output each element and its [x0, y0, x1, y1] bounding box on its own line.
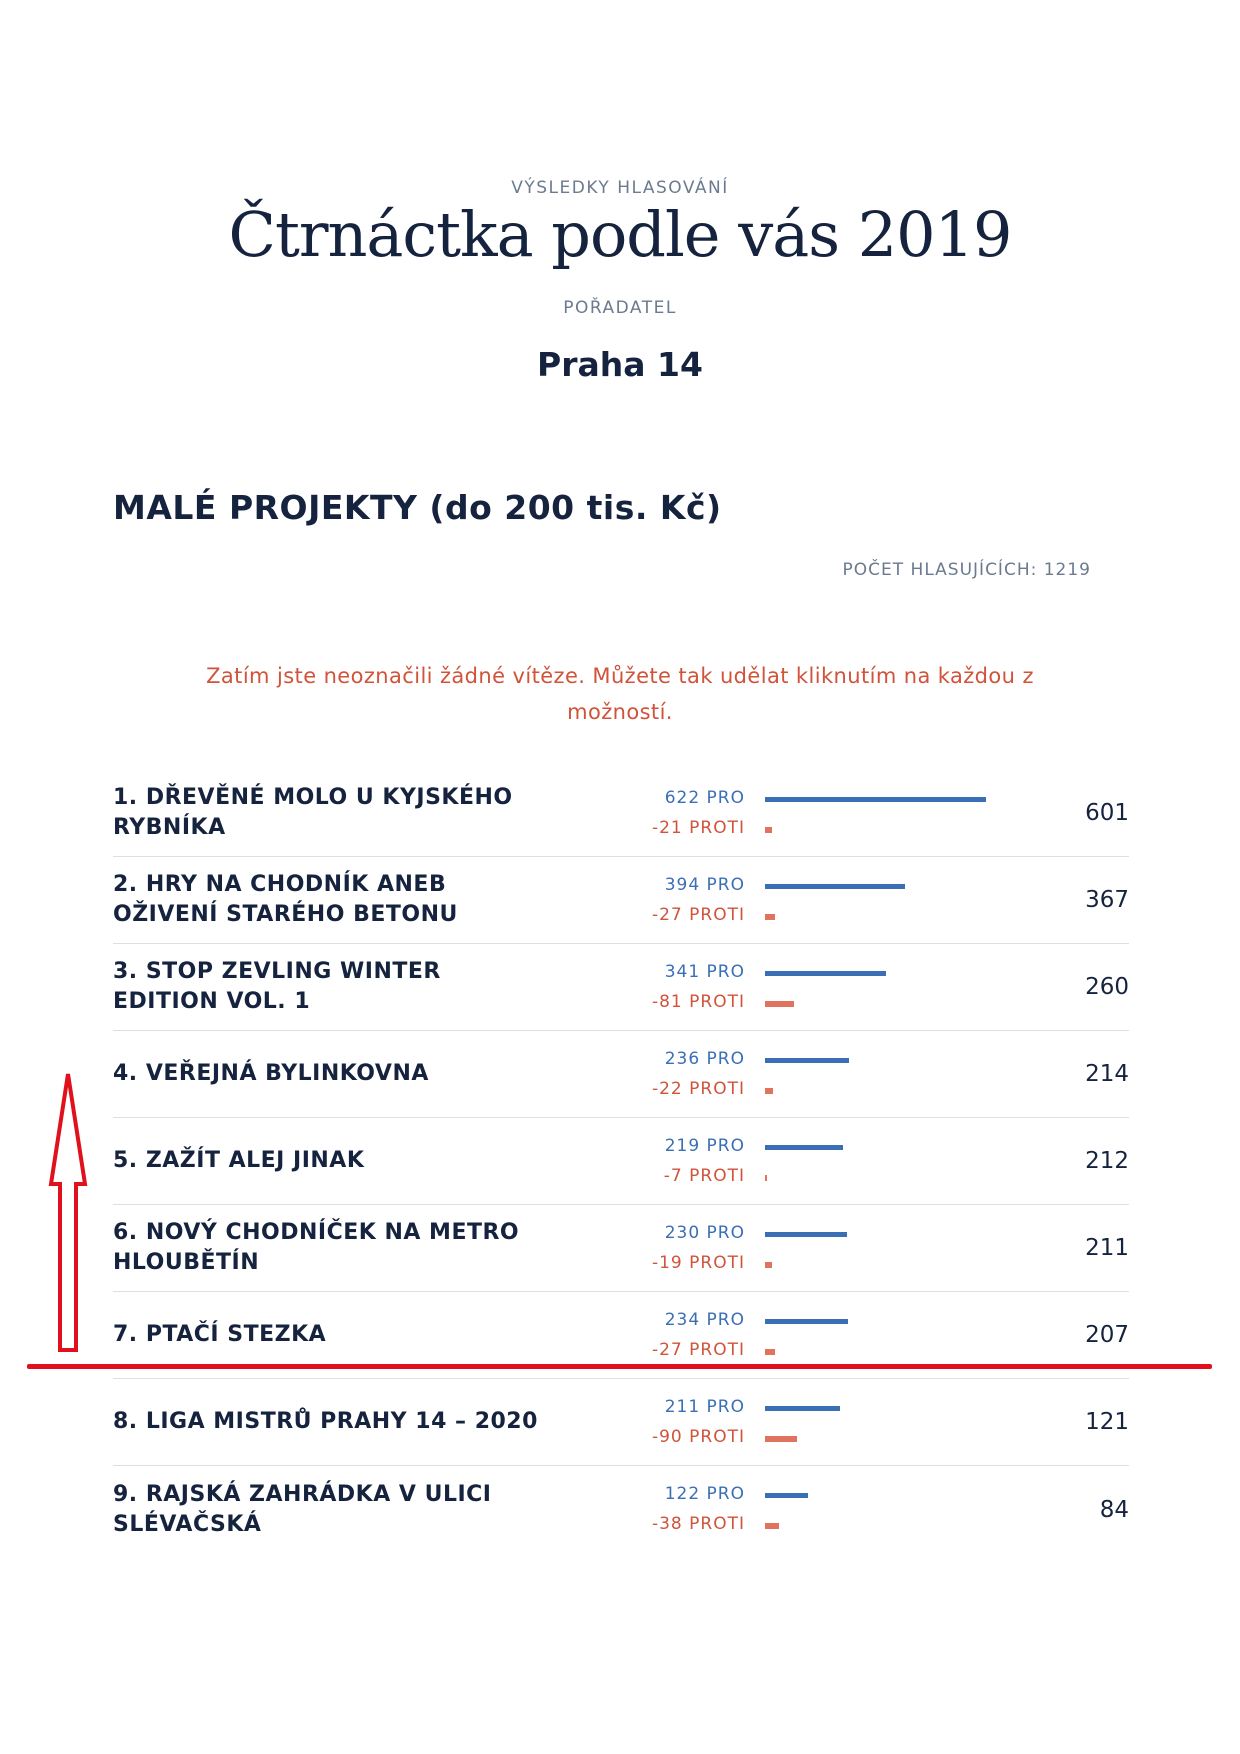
pro-votes-bar [765, 797, 986, 802]
voters-count: POČET HLASUJÍCÍCH: 1219 [842, 560, 1091, 580]
up-arrow-outline-icon [48, 1073, 88, 1352]
total-score: 260 [1085, 974, 1129, 1000]
contra-votes-bar [765, 1349, 775, 1355]
pro-votes-bar [765, 1406, 840, 1411]
project-name: 8. LIGA MISTRŮ PRAHY 14 – 2020 [113, 1409, 538, 1434]
total-score: 84 [1099, 1496, 1129, 1523]
pro-votes-bar [765, 1145, 843, 1150]
contra-votes-label: -27 PROTI [651, 905, 745, 925]
result-row[interactable]: 7. PTAČÍ STEZKA 234 PRO -27 PROTI 207 [113, 1292, 1129, 1379]
contra-votes-label: -7 PROTI [663, 1166, 745, 1186]
pro-votes-bar [765, 1058, 849, 1063]
contra-votes-bar [765, 827, 772, 833]
pro-votes-label: 230 PRO [664, 1223, 745, 1243]
contra-votes-bar [765, 1088, 773, 1094]
pro-votes-bar [765, 1232, 847, 1237]
contra-votes-bar [765, 1175, 767, 1181]
contra-votes-bar [765, 1262, 772, 1268]
project-name: 1. DŘEVĚNÉ MOLO U KYJSKÉHO RYBNÍKA [113, 785, 513, 840]
contra-votes-label: -27 PROTI [651, 1340, 745, 1360]
project-name: 2. HRY NA CHODNÍK ANEB OŽIVENÍ STARÉHO B… [113, 872, 458, 927]
pro-votes-bar [765, 884, 905, 889]
organizer-kicker: POŘADATEL [563, 298, 677, 318]
page-title: Čtrnáctka podle vás 2019 [228, 198, 1013, 271]
contra-votes-bar [765, 1001, 794, 1007]
result-row[interactable]: 9. RAJSKÁ ZAHRÁDKA V ULICI SLÉVAČSKÁ 122 … [113, 1466, 1129, 1553]
pro-votes-label: 394 PRO [664, 875, 745, 895]
results-kicker: VÝSLEDKY HLASOVÁNÍ [511, 178, 729, 198]
pro-votes-label: 234 PRO [664, 1310, 745, 1330]
total-score: 207 [1085, 1322, 1129, 1348]
total-score: 367 [1085, 887, 1129, 913]
pro-votes-bar [765, 1493, 808, 1498]
contra-votes-label: -19 PROTI [651, 1253, 745, 1273]
result-row[interactable]: 8. LIGA MISTRŮ PRAHY 14 – 2020 211 PRO -90… [113, 1379, 1129, 1466]
pro-votes-label: 219 PRO [664, 1136, 745, 1156]
pro-votes-label: 122 PRO [664, 1484, 745, 1504]
contra-votes-label: -90 PROTI [651, 1427, 745, 1447]
results-list: 1. DŘEVĚNÉ MOLO U KYJSKÉHO RYBNÍKA 622 PR… [113, 770, 1129, 1553]
result-row[interactable]: 2. HRY NA CHODNÍK ANEB OŽIVENÍ STARÉHO B… [113, 857, 1129, 944]
project-name: 7. PTAČÍ STEZKA [113, 1322, 327, 1347]
contra-votes-label: -21 PROTI [651, 818, 745, 838]
organizer-name: Praha 14 [537, 345, 703, 384]
project-name: 6. NOVÝ CHODNÍČEK NA METRO HLOUBĚTÍN [113, 1220, 520, 1275]
contra-votes-label: -22 PROTI [651, 1079, 745, 1099]
pro-votes-label: 236 PRO [664, 1049, 745, 1069]
project-name: 3. STOP ZEVLING WINTER EDITION VOL. 1 [113, 959, 441, 1014]
winners-cutoff-line [27, 1364, 1212, 1369]
contra-votes-bar [765, 1523, 779, 1529]
total-score: 211 [1085, 1235, 1129, 1261]
result-row[interactable]: 4. VEŘEJNÁ BYLINKOVNA 236 PRO -22 PROTI 214 [113, 1031, 1129, 1118]
result-row[interactable]: 5. ZAŽÍT ALEJ JINAK 219 PRO -7 PROTI 212 [113, 1118, 1129, 1205]
result-row[interactable]: 1. DŘEVĚNÉ MOLO U KYJSKÉHO RYBNÍKA 622 PR… [113, 770, 1129, 857]
pro-votes-bar [765, 971, 886, 976]
total-score: 121 [1085, 1409, 1129, 1435]
contra-votes-bar [765, 914, 775, 920]
pro-votes-label: 341 PRO [664, 962, 745, 982]
contra-votes-label: -38 PROTI [651, 1514, 745, 1534]
winners-notice: Zatím jste neoznačili žádné vítěze. Může… [206, 664, 1034, 724]
project-name: 4. VEŘEJNÁ BYLINKOVNA [113, 1061, 429, 1086]
pro-votes-label: 622 PRO [664, 788, 745, 808]
section-title: MALÉ PROJEKTY (do 200 tis. Kč) [113, 488, 722, 527]
contra-votes-bar [765, 1436, 797, 1442]
total-score: 212 [1085, 1148, 1129, 1174]
contra-votes-label: -81 PROTI [651, 992, 745, 1012]
project-name: 5. ZAŽÍT ALEJ JINAK [113, 1148, 365, 1173]
pro-votes-bar [765, 1319, 848, 1324]
total-score: 214 [1085, 1061, 1129, 1087]
result-row[interactable]: 3. STOP ZEVLING WINTER EDITION VOL. 1 341… [113, 944, 1129, 1031]
total-score: 601 [1085, 800, 1129, 826]
result-row[interactable]: 6. NOVÝ CHODNÍČEK NA METRO HLOUBĚTÍN 230 … [113, 1205, 1129, 1292]
project-name: 9. RAJSKÁ ZAHRÁDKA V ULICI SLÉVAČSKÁ [113, 1481, 492, 1537]
pro-votes-label: 211 PRO [664, 1397, 745, 1417]
